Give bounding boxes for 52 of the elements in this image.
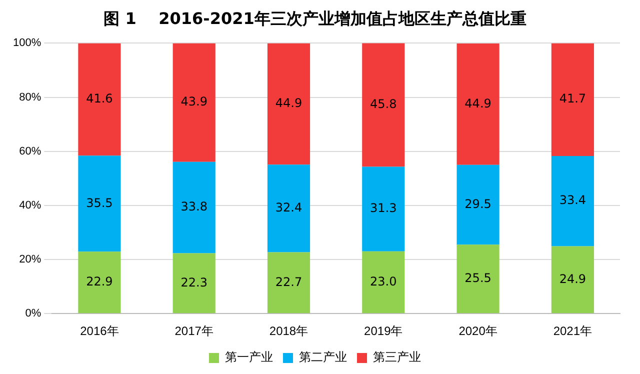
legend-label: 第二产业 [299, 350, 347, 364]
y-tick-label: 0% [25, 308, 42, 320]
text: 43.9 [180, 94, 208, 109]
y-tick-label: 80% [19, 91, 42, 104]
text: 22.9 [86, 274, 113, 289]
bar [78, 156, 121, 252]
bar [362, 166, 405, 252]
x-tick-label: 2016年 [80, 324, 119, 338]
bar [78, 43, 121, 156]
y-tick-label: 60% [19, 145, 42, 158]
bar [551, 43, 594, 156]
x-tick-label: 2018年 [269, 324, 308, 338]
text: 25.5 [464, 271, 492, 285]
text: 31.3 [370, 201, 397, 216]
bar [362, 43, 405, 167]
y-tick-label: 40% [19, 199, 42, 212]
x-tick-label: 2017年 [174, 324, 214, 338]
text: 44.9 [275, 96, 302, 110]
bar [172, 43, 216, 162]
text: 41.7 [559, 92, 586, 106]
text: 24.9 [559, 272, 586, 286]
text: 35.5 [86, 196, 113, 210]
x-tick-label: 2021年 [553, 324, 592, 338]
bar [172, 253, 216, 314]
text: 22.3 [180, 275, 208, 290]
bar [456, 244, 500, 314]
y-tick-label: 100% [12, 37, 42, 50]
text: 33.4 [559, 193, 586, 208]
text: 45.8 [370, 96, 397, 111]
text: 22.7 [275, 274, 302, 289]
text: 32.4 [275, 200, 302, 215]
legend-label: 第一产业 [225, 350, 273, 364]
chart-title: 图 1 2016-2021年三次产业增加值占地区生产总值比重 [104, 8, 526, 28]
bar [267, 43, 310, 165]
x-tick-label: 2019年 [364, 324, 403, 338]
y-tick-label: 20% [19, 254, 42, 266]
bar [456, 164, 500, 245]
bar [551, 246, 594, 314]
bar [456, 43, 500, 165]
bar [551, 156, 594, 246]
bar [362, 251, 405, 314]
bar [267, 164, 310, 252]
x-tick-label: 2020年 [458, 324, 498, 338]
legend-label: 第三产业 [373, 350, 421, 364]
text: 29.5 [464, 196, 492, 211]
text: 23.0 [370, 274, 397, 288]
bar [267, 252, 310, 314]
text: 41.6 [86, 92, 113, 106]
text: 33.8 [180, 200, 208, 214]
bar [172, 162, 216, 254]
bar [78, 252, 121, 314]
text: 44.9 [464, 96, 492, 110]
